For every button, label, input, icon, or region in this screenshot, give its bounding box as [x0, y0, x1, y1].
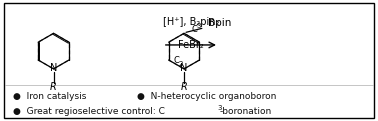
Text: ●  N-heterocyclic organoboron: ● N-heterocyclic organoboron [137, 92, 276, 101]
Text: 3: 3 [217, 105, 222, 111]
Text: R: R [181, 82, 187, 92]
Text: N: N [50, 63, 57, 73]
Text: 3: 3 [197, 23, 201, 29]
Text: N: N [180, 63, 188, 73]
Text: ●  Great regioselective control: C: ● Great regioselective control: C [13, 107, 165, 116]
Text: ●  Iron catalysis: ● Iron catalysis [13, 92, 87, 101]
Text: [H⁺], B₂pin₂: [H⁺], B₂pin₂ [163, 17, 219, 27]
FancyBboxPatch shape [4, 3, 374, 118]
Text: FeBr₂: FeBr₂ [178, 40, 204, 50]
Text: C: C [192, 25, 198, 34]
Text: C: C [174, 57, 180, 65]
Text: 2: 2 [178, 61, 183, 67]
Text: R: R [50, 82, 57, 92]
Text: Bpin: Bpin [208, 18, 231, 28]
Text: -boronation: -boronation [220, 107, 272, 116]
